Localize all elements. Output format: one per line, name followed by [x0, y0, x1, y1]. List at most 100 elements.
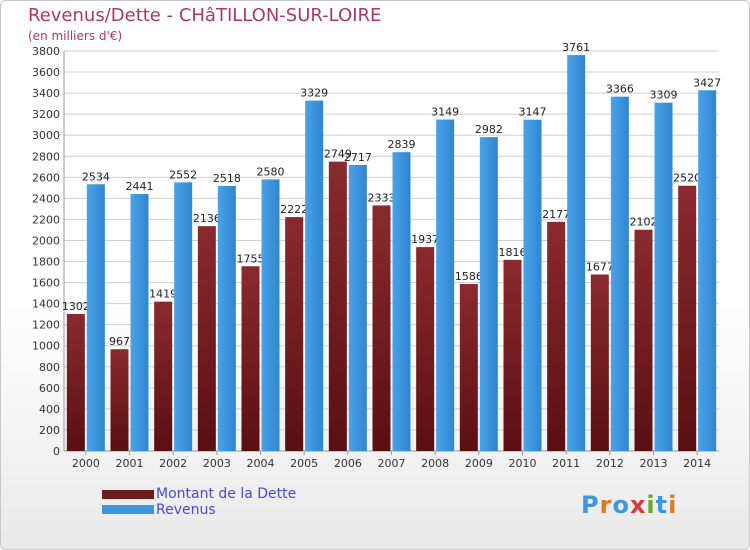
bar-revenus [523, 119, 542, 451]
data-label-revenus: 2534 [82, 170, 110, 183]
data-label-dette: 1937 [411, 233, 439, 246]
proxiti-logo: Proxiti [581, 491, 677, 519]
bar-dette [547, 221, 566, 451]
y-tick-label: 400 [39, 403, 60, 416]
data-label-revenus: 2717 [344, 151, 372, 164]
bar-dette [110, 349, 129, 451]
data-label-dette: 1586 [455, 270, 483, 283]
x-tick-label: 2009 [465, 457, 493, 470]
data-label-dette: 2102 [630, 216, 658, 229]
data-label-revenus: 2518 [213, 172, 241, 185]
x-tick-label: 2014 [683, 457, 711, 470]
data-label-dette: 1302 [62, 300, 90, 313]
y-tick-label: 3000 [32, 129, 60, 142]
data-label-revenus: 2441 [126, 180, 154, 193]
data-label-dette: 2177 [542, 208, 570, 221]
data-label-revenus: 3147 [519, 106, 547, 119]
bar-revenus [567, 55, 586, 452]
x-tick-label: 2005 [290, 457, 318, 470]
data-label-dette: 2333 [368, 191, 396, 204]
logo-letter: P [581, 491, 600, 519]
bar-revenus [698, 90, 717, 452]
x-tick-label: 2004 [247, 457, 275, 470]
bar-revenus [217, 185, 236, 451]
x-tick-label: 2011 [552, 457, 580, 470]
bar-dette [197, 226, 216, 451]
x-tick-label: 2008 [421, 457, 449, 470]
legend-label-revenus: Revenus [156, 502, 216, 518]
data-label-dette: 1816 [499, 246, 527, 259]
x-tick-label: 2002 [159, 457, 187, 470]
data-label-dette: 2222 [280, 203, 308, 216]
data-label-dette: 1755 [237, 252, 265, 265]
bar-dette [459, 284, 478, 451]
bar-revenus [654, 102, 673, 452]
y-tick-label: 1600 [32, 277, 60, 290]
y-tick-label: 1800 [32, 256, 60, 269]
data-label-revenus: 3366 [606, 83, 634, 96]
bar-dette [634, 229, 653, 451]
x-tick-label: 2010 [509, 457, 537, 470]
y-tick-label: 600 [39, 382, 60, 395]
legend-label-dette: Montant de la Dette [156, 486, 297, 502]
x-tick-label: 2001 [116, 457, 144, 470]
data-label-revenus: 3329 [300, 87, 328, 100]
chart-subtitle: (en milliers d'€) [28, 29, 123, 43]
bar-dette [328, 161, 347, 451]
y-tick-label: 2400 [32, 192, 60, 205]
data-label-dette: 2136 [193, 212, 221, 225]
y-tick-label: 2600 [32, 171, 60, 184]
bar-dette [154, 301, 173, 451]
bar-revenus [305, 100, 324, 451]
bar-revenus [174, 182, 193, 452]
y-tick-label: 1400 [32, 298, 60, 311]
x-tick-label: 2000 [72, 457, 100, 470]
logo-letter: i [646, 491, 656, 519]
x-tick-label: 2006 [334, 457, 362, 470]
bar-revenus [261, 179, 280, 451]
y-tick-label: 200 [39, 424, 60, 437]
x-tick-label: 2003 [203, 457, 231, 470]
bar-dette [503, 259, 522, 451]
bar-dette [372, 205, 391, 451]
bar-dette [416, 247, 435, 451]
data-label-revenus: 3427 [693, 76, 721, 89]
y-tick-label: 2200 [32, 213, 60, 226]
data-label-revenus: 2552 [169, 168, 197, 181]
bar-revenus [392, 152, 411, 451]
y-tick-label: 0 [53, 445, 60, 458]
data-label-dette: 1677 [586, 260, 614, 273]
logo-letter: x [629, 491, 647, 519]
bar-dette [678, 185, 697, 451]
y-tick-label: 800 [39, 361, 60, 374]
bar-revenus [86, 184, 105, 451]
chart-title: Revenus/Dette - CHâTILLON-SUR-LOIRE [28, 5, 382, 26]
x-tick-label: 2007 [378, 457, 406, 470]
data-label-dette: 2520 [673, 172, 701, 185]
bar-dette [66, 313, 85, 451]
y-tick-label: 3600 [32, 66, 60, 79]
bar-revenus [348, 165, 367, 451]
logo-letter: i [668, 491, 678, 519]
bar-revenus [436, 119, 455, 452]
y-tick-label: 1200 [32, 319, 60, 332]
y-tick-label: 3200 [32, 108, 60, 121]
data-label-revenus: 3761 [562, 41, 590, 54]
x-tick-label: 2012 [596, 457, 624, 470]
bar-dette [285, 217, 304, 451]
bar-dette [590, 274, 609, 451]
bar-revenus [479, 137, 498, 451]
legend-swatch-revenus [102, 505, 154, 514]
y-tick-label: 2800 [32, 150, 60, 163]
y-tick-label: 3400 [32, 87, 60, 100]
logo-letter: t [655, 491, 669, 519]
x-tick-label: 2013 [640, 457, 668, 470]
data-label-revenus: 3149 [431, 106, 459, 119]
data-label-dette: 1419 [149, 288, 177, 301]
bar-revenus [610, 96, 629, 452]
y-tick-label: 2000 [32, 234, 60, 247]
legend-swatch-dette [102, 490, 154, 499]
logo-letter: o [612, 491, 630, 519]
